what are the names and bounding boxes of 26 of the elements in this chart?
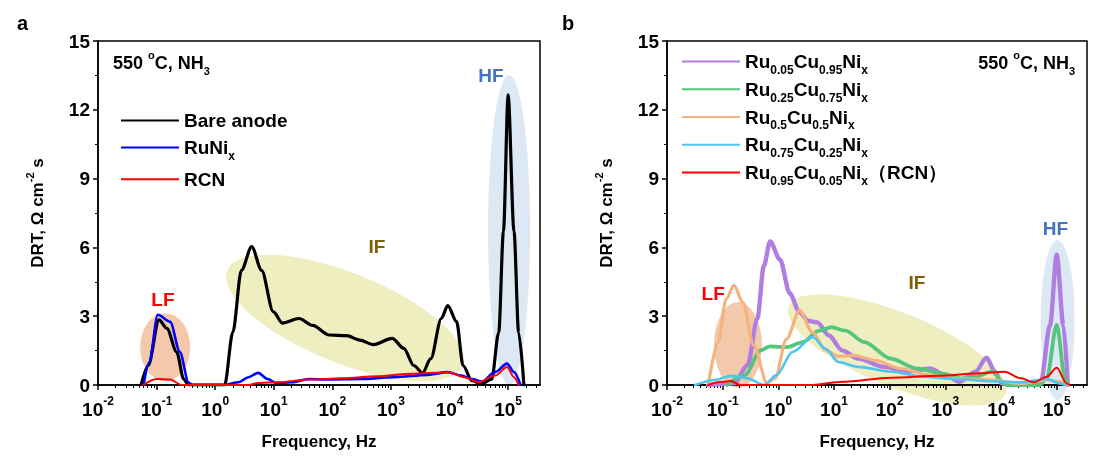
y-tick-label: 0: [648, 374, 659, 396]
legend-label: Bare anode: [184, 110, 288, 131]
annotation: IF: [368, 235, 386, 257]
y-tick-label: 0: [79, 374, 90, 396]
x-axis-title: Frequency, Hz: [261, 432, 377, 451]
y-tick-label: 12: [637, 99, 659, 121]
y-tick-label: 3: [648, 305, 659, 327]
chart-title: b: [562, 12, 575, 34]
y-axis-title: DRT, Ω cm-2 s: [24, 158, 47, 268]
y-axis-title: DRT, Ω cm-2 s: [593, 158, 616, 268]
annotation: IF: [908, 272, 926, 294]
annotation: LF: [701, 282, 725, 304]
annotation: LF: [151, 288, 175, 310]
y-tick-label: 6: [79, 236, 90, 258]
chart-title: a: [17, 12, 29, 34]
y-tick-label: 3: [79, 305, 90, 327]
y-tick-label: 15: [637, 30, 660, 52]
annotation: HF: [478, 64, 504, 86]
annotation: HF: [1042, 217, 1069, 239]
legend-label: RCN: [184, 168, 226, 190]
x-axis-title: Frequency, Hz: [819, 432, 935, 451]
y-tick-label: 6: [648, 236, 659, 258]
y-tick-label: 12: [68, 99, 90, 121]
y-tick-label: 9: [79, 168, 90, 190]
y-tick-label: 9: [648, 168, 659, 190]
y-tick-label: 15: [68, 30, 91, 52]
